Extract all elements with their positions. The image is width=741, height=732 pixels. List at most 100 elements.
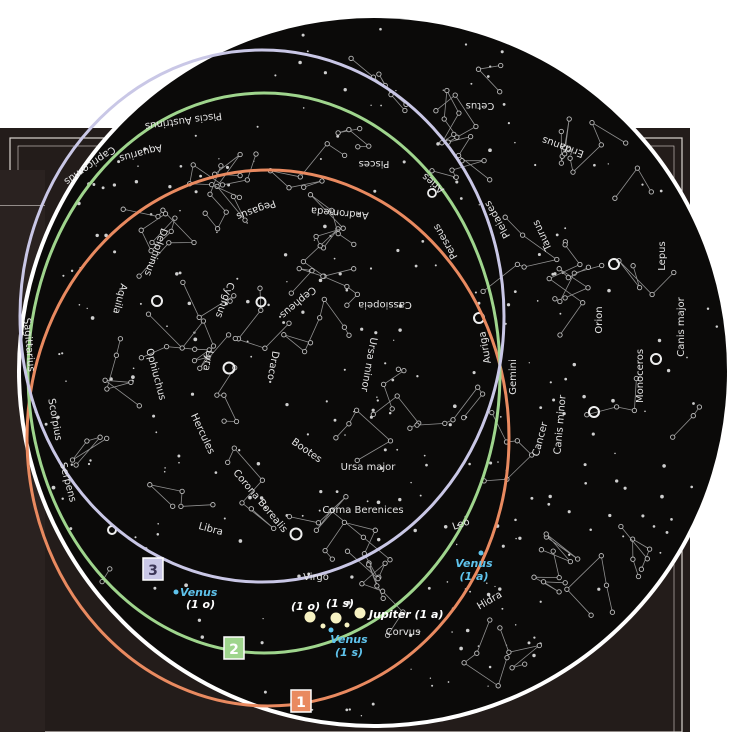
star [178,271,182,275]
constellation-star [149,239,155,246]
star [614,452,616,455]
constellation-star [589,119,595,126]
constellation-star [163,343,170,350]
constellation-star [286,320,292,326]
star [486,582,488,585]
constellation-star [321,296,327,303]
star [597,323,600,326]
constellation-star [120,206,126,212]
star [376,399,379,402]
star [559,312,562,315]
star [307,572,311,576]
star [488,665,492,669]
constellation-star [543,531,549,537]
constellation-star [599,262,605,269]
star [132,367,135,370]
star [623,486,627,490]
constellation-star [630,556,636,562]
star [190,392,195,396]
constellation-star [504,654,510,661]
star [371,408,375,412]
star [225,165,230,169]
sky-disk [21,18,727,724]
star [644,410,646,413]
constellation-star [227,298,233,304]
star [104,233,108,238]
constellation-star [487,177,493,183]
constellation-star [487,617,493,623]
constellation-star [333,435,339,441]
constellation-star [145,311,152,317]
star [564,377,568,381]
star [369,267,373,270]
star [348,708,351,711]
constellation-line [620,526,648,560]
star [376,537,381,542]
constellation-star [351,266,357,272]
star [318,278,323,283]
star [641,183,644,186]
bright-star [427,188,437,198]
star [65,380,67,382]
constellation-star [562,580,568,586]
constellation-star [414,422,420,428]
star [319,157,322,161]
star [692,402,695,405]
constellation-star [580,300,586,306]
constellation-star [481,157,487,164]
star [418,630,421,633]
constellation-star [613,404,620,410]
constellation-star [328,508,334,514]
star [178,461,180,464]
constellation-star [244,177,250,183]
constellation-star [319,178,325,184]
star [419,494,422,497]
constellation-star [497,625,503,631]
star [155,431,158,434]
star [279,315,282,318]
star [360,715,363,717]
constellation-star [232,335,238,342]
star [514,624,517,626]
constellation-star [556,589,562,595]
star [468,462,471,466]
star [267,303,270,307]
star [70,463,73,466]
star [319,489,323,494]
constellation-star [351,241,357,248]
star [69,527,73,531]
star [514,518,517,522]
constellation-star [401,367,407,374]
star [89,459,92,462]
constellation-star [407,425,413,431]
star [134,180,139,184]
star [607,288,611,293]
constellation-star [344,302,350,308]
constellation-star [237,172,243,179]
star [227,183,231,187]
star [534,163,537,167]
star [56,415,60,419]
constellation-star [107,566,113,572]
planet-dot-jupiter [354,607,366,619]
constellation-star [343,494,349,500]
planet-dot-1s [330,612,342,624]
constellation-star [242,217,248,223]
star [357,212,360,215]
constellation-star [286,185,292,191]
star [501,544,505,548]
label-andromeda: Andromeda [310,204,369,220]
constellation-star [237,151,243,158]
constellation-star [214,392,220,398]
constellation-line [373,395,420,429]
star [539,600,542,603]
star [177,454,181,458]
constellation-star [638,566,645,572]
star [345,288,349,292]
star [51,485,56,490]
constellation-star [502,214,508,220]
constellation-line [383,368,405,410]
constellation-star [577,261,583,268]
constellation-lines [69,55,703,689]
constellation-star [231,293,237,299]
